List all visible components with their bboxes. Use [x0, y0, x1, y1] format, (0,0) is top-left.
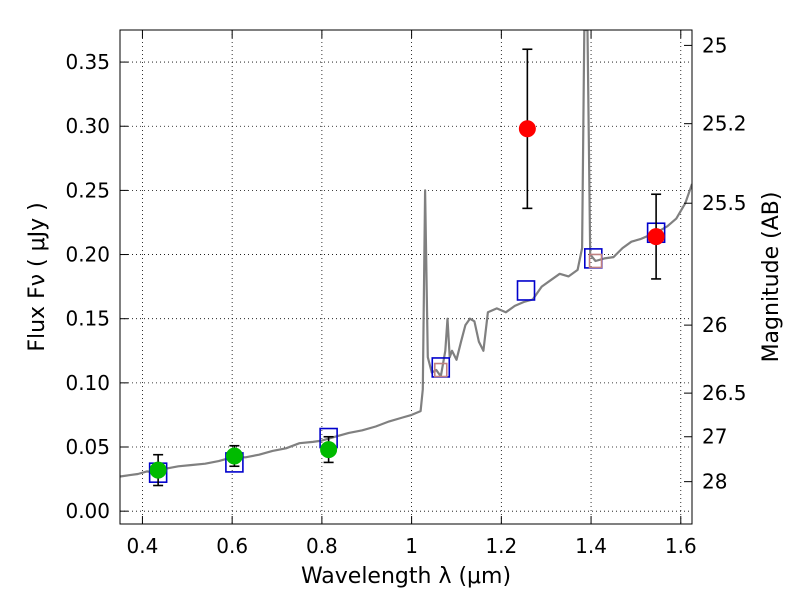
measured-flux-point	[225, 447, 243, 465]
x-tick-label: 1.4	[575, 534, 607, 558]
y-axis-label: Flux Fν ( μJy )	[25, 202, 50, 351]
mag-tick-label: 26.5	[702, 381, 747, 405]
model-flux-box-inner	[433, 362, 448, 378]
measured-flux-point	[320, 441, 338, 459]
y-tick-label: 0.00	[65, 499, 110, 523]
y-tick-label: 0.15	[65, 307, 110, 331]
y-tick-label: 0.35	[65, 50, 110, 74]
spectrum-line	[120, 30, 692, 478]
x-tick-label: 0.4	[127, 534, 159, 558]
measured-flux-point	[149, 461, 167, 479]
mag-tick-label: 27	[702, 425, 727, 449]
measured-flux-point	[518, 120, 536, 138]
y-tick-label: 0.10	[65, 371, 110, 395]
mag-tick-label: 25.2	[702, 112, 747, 136]
x-tick-label: 1	[405, 534, 418, 558]
plot-frame	[119, 29, 693, 525]
x-tick-label: 1.2	[485, 534, 517, 558]
data-layer	[120, 30, 692, 487]
plot-background	[120, 30, 692, 524]
measured-flux-point	[647, 228, 665, 246]
x-tick-label: 0.6	[216, 534, 248, 558]
model-flux-box-inner	[588, 253, 603, 269]
x-tick-label: 1.6	[665, 534, 697, 558]
mag-tick-label: 28	[702, 470, 727, 494]
axis-ticks: 0.4 0.6 0.8 1 1.2 1.4 1.6 0.00 0.05 0.10 0.15 0.20 0…	[65, 30, 747, 558]
y-tick-label: 0.20	[65, 243, 110, 267]
y-tick-label: 0.30	[65, 114, 110, 138]
x-tick-label: 0.8	[306, 534, 338, 558]
y-tick-label: 0.05	[65, 435, 110, 459]
mag-tick-label: 25.5	[702, 191, 747, 215]
x-axis-label: Wavelength λ (μm)	[301, 564, 511, 589]
mag-tick-label: 25	[702, 33, 727, 57]
y-tick-label: 0.25	[65, 178, 110, 202]
mag-tick-label: 26	[702, 313, 727, 337]
model-flux-box	[516, 280, 536, 301]
y2-axis-label: Magnitude (AB)	[759, 192, 784, 363]
